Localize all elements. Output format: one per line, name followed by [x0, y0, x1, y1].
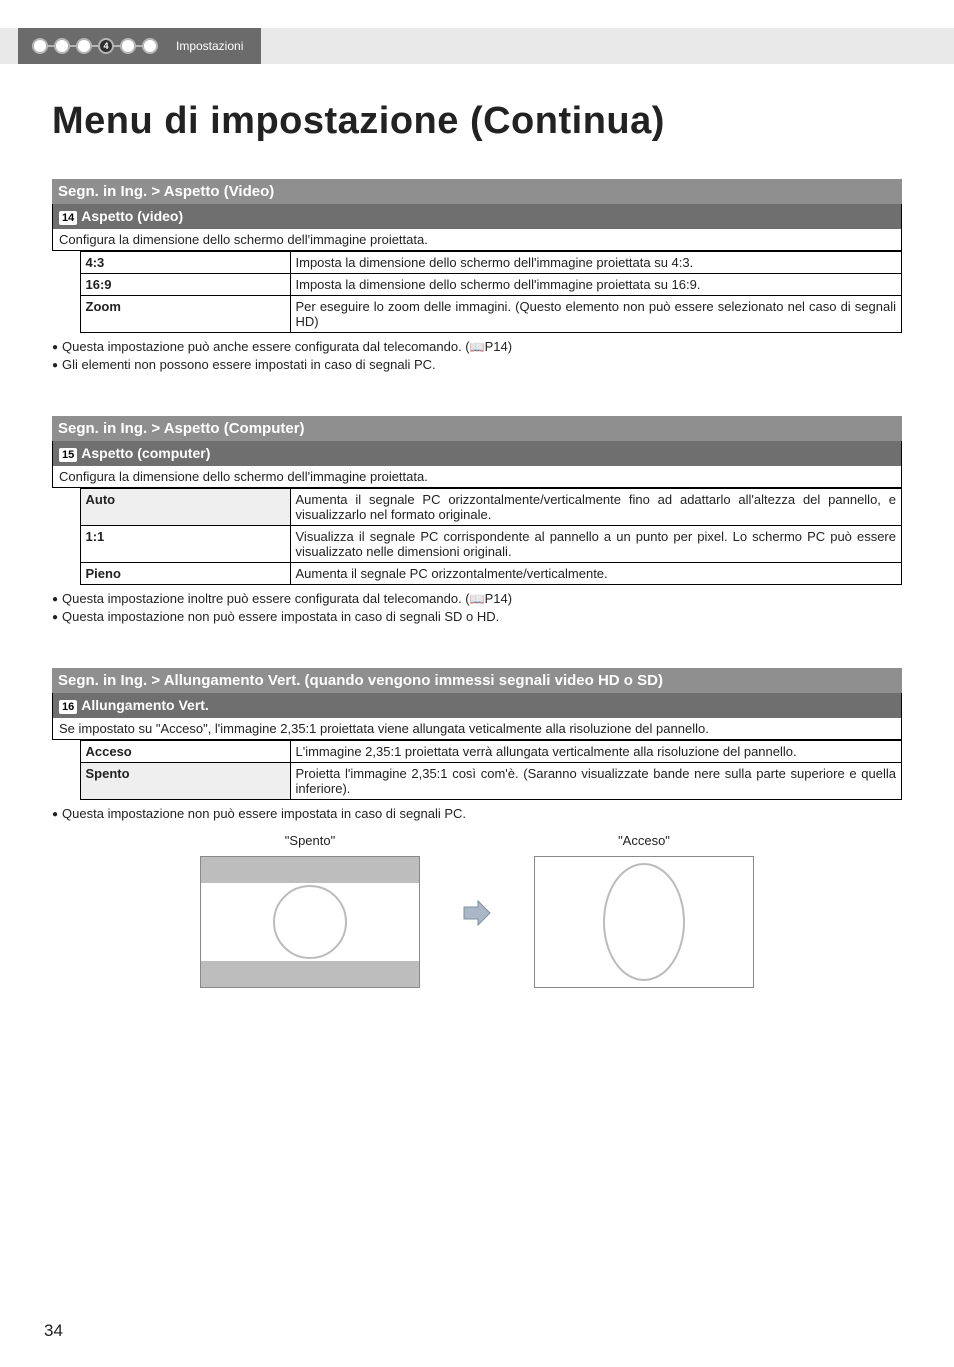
table-row: PienoAumenta il segnale PC orizzontalmen…	[52, 563, 902, 585]
illustration-row: "Spento" "Acceso"	[52, 837, 902, 993]
table-row: ZoomPer eseguire lo zoom delle immagini.…	[52, 296, 902, 333]
table-indent-cell	[52, 526, 80, 563]
step-dots: 4	[26, 28, 164, 64]
page-ref: P14	[485, 591, 508, 606]
svg-text:4: 4	[103, 41, 108, 51]
bullet-icon: ●	[52, 342, 58, 353]
option-value: L'immagine 2,35:1 proiettata verrà allun…	[290, 741, 902, 763]
table-indent-cell	[52, 563, 80, 585]
section-number-badge: 16	[59, 700, 77, 714]
table-indent-cell	[52, 252, 80, 274]
option-key: Spento	[80, 763, 290, 800]
note-line: ● Questa impostazione non può essere impo…	[52, 806, 902, 821]
section-notes: ● Questa impostazione inoltre può essere …	[52, 591, 902, 624]
table-indent-cell	[52, 274, 80, 296]
table-row: 4:3Imposta la dimensione dello schermo d…	[52, 252, 902, 274]
table-indent-cell	[52, 489, 80, 526]
section-header: Segn. in Ing. > Aspetto (Video)	[52, 179, 902, 204]
option-value: Imposta la dimensione dello schermo dell…	[290, 274, 902, 296]
section-header: Segn. in Ing. > Allungamento Vert. (quan…	[52, 668, 902, 693]
bullet-icon: ●	[52, 809, 58, 820]
section-number-badge: 15	[59, 448, 77, 462]
illustration-before: "Spento"	[200, 837, 420, 993]
section-sub-header: 15 Aspetto (computer)	[52, 441, 902, 466]
table-row: 16:9Imposta la dimensione dello schermo …	[52, 274, 902, 296]
page-title: Menu di impostazione (Continua)	[52, 100, 902, 143]
option-key: Zoom	[80, 296, 290, 333]
option-value: Per eseguire lo zoom delle immagini. (Qu…	[290, 296, 902, 333]
option-key: Pieno	[80, 563, 290, 585]
table-row: SpentoProietta l'immagine 2,35:1 così co…	[52, 763, 902, 800]
options-table: AccesoL'immagine 2,35:1 proiettata verrà…	[52, 740, 902, 800]
note-line: ● Questa impostazione non può essere impo…	[52, 609, 902, 624]
option-value: Proietta l'immagine 2,35:1 così com'è. (…	[290, 763, 902, 800]
illustration-caption-before: "Spento"	[200, 833, 420, 848]
table-indent-cell	[52, 296, 80, 333]
section-sub-title: Aspetto (computer)	[81, 445, 210, 461]
illustration-caption-after: "Acceso"	[534, 833, 754, 848]
arrow-right-icon	[460, 899, 494, 932]
section-description: Configura la dimensione dello schermo de…	[52, 229, 902, 251]
note-line: ● Questa impostazione inoltre può essere …	[52, 591, 902, 606]
option-value: Aumenta il segnale PC orizzontalmente/ve…	[290, 563, 902, 585]
option-key: Acceso	[80, 741, 290, 763]
option-value: Visualizza il segnale PC corrispondente …	[290, 526, 902, 563]
table-row: AccesoL'immagine 2,35:1 proiettata verrà…	[52, 741, 902, 763]
section-description: Configura la dimensione dello schermo de…	[52, 466, 902, 488]
option-key: 16:9	[80, 274, 290, 296]
breadcrumb-strip: 4 Impostazioni	[18, 28, 261, 64]
options-table: AutoAumenta il segnale PC orizzontalment…	[52, 488, 902, 585]
table-row: 1:1Visualizza il segnale PC corrisponden…	[52, 526, 902, 563]
top-bar: 4 Impostazioni	[0, 28, 954, 64]
note-tail: )	[508, 591, 512, 606]
section-sub-header: 16 Allungamento Vert.	[52, 693, 902, 718]
page-number: 34	[44, 1321, 63, 1341]
section-sub-title: Allungamento Vert.	[81, 697, 209, 713]
breadcrumb-label: Impostazioni	[176, 39, 243, 53]
note-text: Questa impostazione inoltre può essere c…	[62, 591, 470, 606]
section-number-badge: 14	[59, 211, 77, 225]
option-key: 1:1	[80, 526, 290, 563]
settings-section: Segn. in Ing. > Aspetto (Computer) 15 Aspe…	[52, 416, 902, 624]
option-key: Auto	[80, 489, 290, 526]
section-header: Segn. in Ing. > Aspetto (Computer)	[52, 416, 902, 441]
note-text: Questa impostazione non può essere impos…	[62, 806, 466, 821]
note-text: Questa impostazione può anche essere con…	[62, 339, 470, 354]
section-notes: ● Questa impostazione può anche essere co…	[52, 339, 902, 372]
table-indent-cell	[52, 763, 80, 800]
page-ref-icon: 📖	[470, 592, 485, 606]
option-value: Aumenta il segnale PC orizzontalmente/ve…	[290, 489, 902, 526]
option-value: Imposta la dimensione dello schermo dell…	[290, 252, 902, 274]
bullet-icon: ●	[52, 612, 58, 623]
settings-section: Segn. in Ing. > Aspetto (Video) 14 Aspetto…	[52, 179, 902, 372]
section-sub-header: 14 Aspetto (video)	[52, 204, 902, 229]
section-description: Se impostato su "Acceso", l'immagine 2,3…	[52, 718, 902, 740]
bullet-icon: ●	[52, 594, 58, 605]
bullet-icon: ●	[52, 360, 58, 371]
table-row: AutoAumenta il segnale PC orizzontalment…	[52, 489, 902, 526]
table-indent-cell	[52, 741, 80, 763]
page-ref: P14	[485, 339, 508, 354]
options-table: 4:3Imposta la dimensione dello schermo d…	[52, 251, 902, 333]
section-sub-title: Aspetto (video)	[81, 208, 183, 224]
page-ref-icon: 📖	[470, 340, 485, 354]
settings-section: Segn. in Ing. > Allungamento Vert. (quan…	[52, 668, 902, 993]
note-line: ● Gli elementi non possono essere imposta…	[52, 357, 902, 372]
note-text: Gli elementi non possono essere impostat…	[62, 357, 436, 372]
note-text: Questa impostazione non può essere impos…	[62, 609, 499, 624]
option-key: 4:3	[80, 252, 290, 274]
section-notes: ● Questa impostazione non può essere impo…	[52, 806, 902, 821]
note-tail: )	[508, 339, 512, 354]
illustration-after: "Acceso"	[534, 837, 754, 993]
note-line: ● Questa impostazione può anche essere co…	[52, 339, 902, 354]
